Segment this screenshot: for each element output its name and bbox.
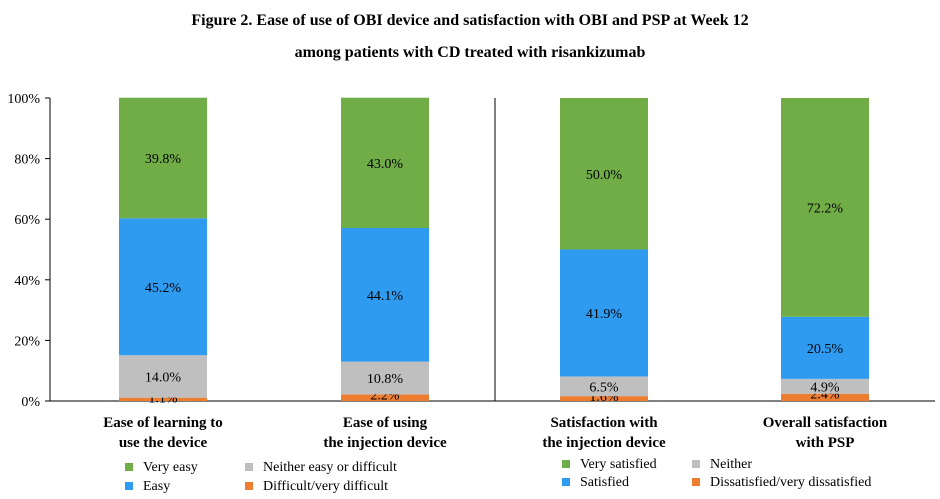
legend-swatch: [245, 481, 253, 490]
bar-segment: [781, 98, 869, 317]
legend-label: Satisfied: [580, 475, 629, 490]
legend-label: Very satisfied: [580, 457, 657, 472]
legend-item-very-satisfied: Very satisfied: [562, 457, 657, 473]
figure-title-line-1: Figure 2. Ease of use of OBI device and …: [191, 12, 749, 29]
y-tick-label: 0%: [21, 395, 40, 410]
bar-segment: [119, 397, 207, 401]
legend-item-difficult: Difficult/very difficult: [245, 479, 388, 495]
legend-item-easy: Easy: [125, 479, 170, 495]
data-label: 14.0%: [145, 370, 182, 385]
category-label: use the device: [119, 435, 208, 451]
legend-swatch: [562, 459, 570, 468]
legend-item-neither: Neither: [692, 457, 752, 473]
y-tick-label: 60%: [14, 213, 40, 228]
category-label: the injection device: [542, 435, 666, 451]
legend-swatch: [562, 477, 570, 486]
bar-segment: [560, 249, 648, 377]
figure-title-line-2: among patients with CD treated with risa…: [294, 44, 646, 61]
legend-label: Very easy: [143, 460, 198, 475]
category-label: Satisfaction with: [550, 415, 658, 431]
category-label: Ease of learning to: [103, 415, 223, 431]
y-tick-label: 20%: [14, 334, 40, 349]
category-label: Overall satisfaction: [763, 415, 888, 431]
data-label: 50.0%: [586, 168, 623, 183]
bar-segment: [119, 355, 207, 398]
legend-swatch: [125, 462, 133, 471]
legend-swatch: [245, 462, 253, 471]
bar-segment: [119, 97, 207, 219]
data-label: 44.1%: [367, 289, 404, 304]
data-label: 6.5%: [589, 380, 619, 395]
bar-segment: [560, 396, 648, 401]
data-label: 41.9%: [586, 307, 623, 322]
data-label: 72.2%: [807, 201, 844, 216]
category-label: the injection device: [323, 435, 447, 451]
legend-item-dissatisfied: Dissatisfied/very dissatisfied: [692, 475, 871, 491]
data-label: 10.8%: [367, 372, 404, 387]
data-label: 39.8%: [145, 152, 182, 167]
legend-label: Easy: [143, 479, 171, 494]
y-tick-label: 40%: [14, 274, 40, 289]
bar-segment: [341, 227, 429, 362]
legend-label: Dissatisfied/very dissatisfied: [710, 475, 872, 490]
bar-segment: [119, 218, 207, 356]
y-tick-label: 100%: [7, 92, 40, 107]
bar-segment: [781, 393, 869, 401]
bar-segment: [341, 361, 429, 395]
legend-label: Neither easy or difficult: [263, 460, 397, 475]
legend-item-very-easy: Very easy: [125, 460, 198, 476]
legend-item-neither-easy-or-difficult: Neither easy or difficult: [245, 460, 397, 476]
bar-segment: [341, 97, 429, 228]
bar-segment: [560, 376, 648, 397]
bar-segment: [781, 378, 869, 394]
legend-item-satisfied: Satisfied: [562, 475, 629, 491]
legend-label: Neither: [710, 457, 752, 472]
bar-segment: [341, 394, 429, 401]
category-label: with PSP: [796, 435, 855, 451]
legend-label: Difficult/very difficult: [263, 479, 389, 494]
legend-swatch: [125, 481, 133, 490]
bar-segment: [781, 316, 869, 379]
bar-segment: [560, 98, 648, 250]
data-label: 45.2%: [145, 281, 182, 296]
data-label: 4.9%: [810, 380, 840, 395]
legend-swatch: [692, 459, 700, 468]
data-label: 20.5%: [807, 342, 844, 357]
legend-swatch: [692, 477, 700, 486]
category-label: Ease of using: [343, 415, 428, 431]
y-tick-label: 80%: [14, 153, 40, 168]
data-label: 43.0%: [367, 157, 404, 172]
